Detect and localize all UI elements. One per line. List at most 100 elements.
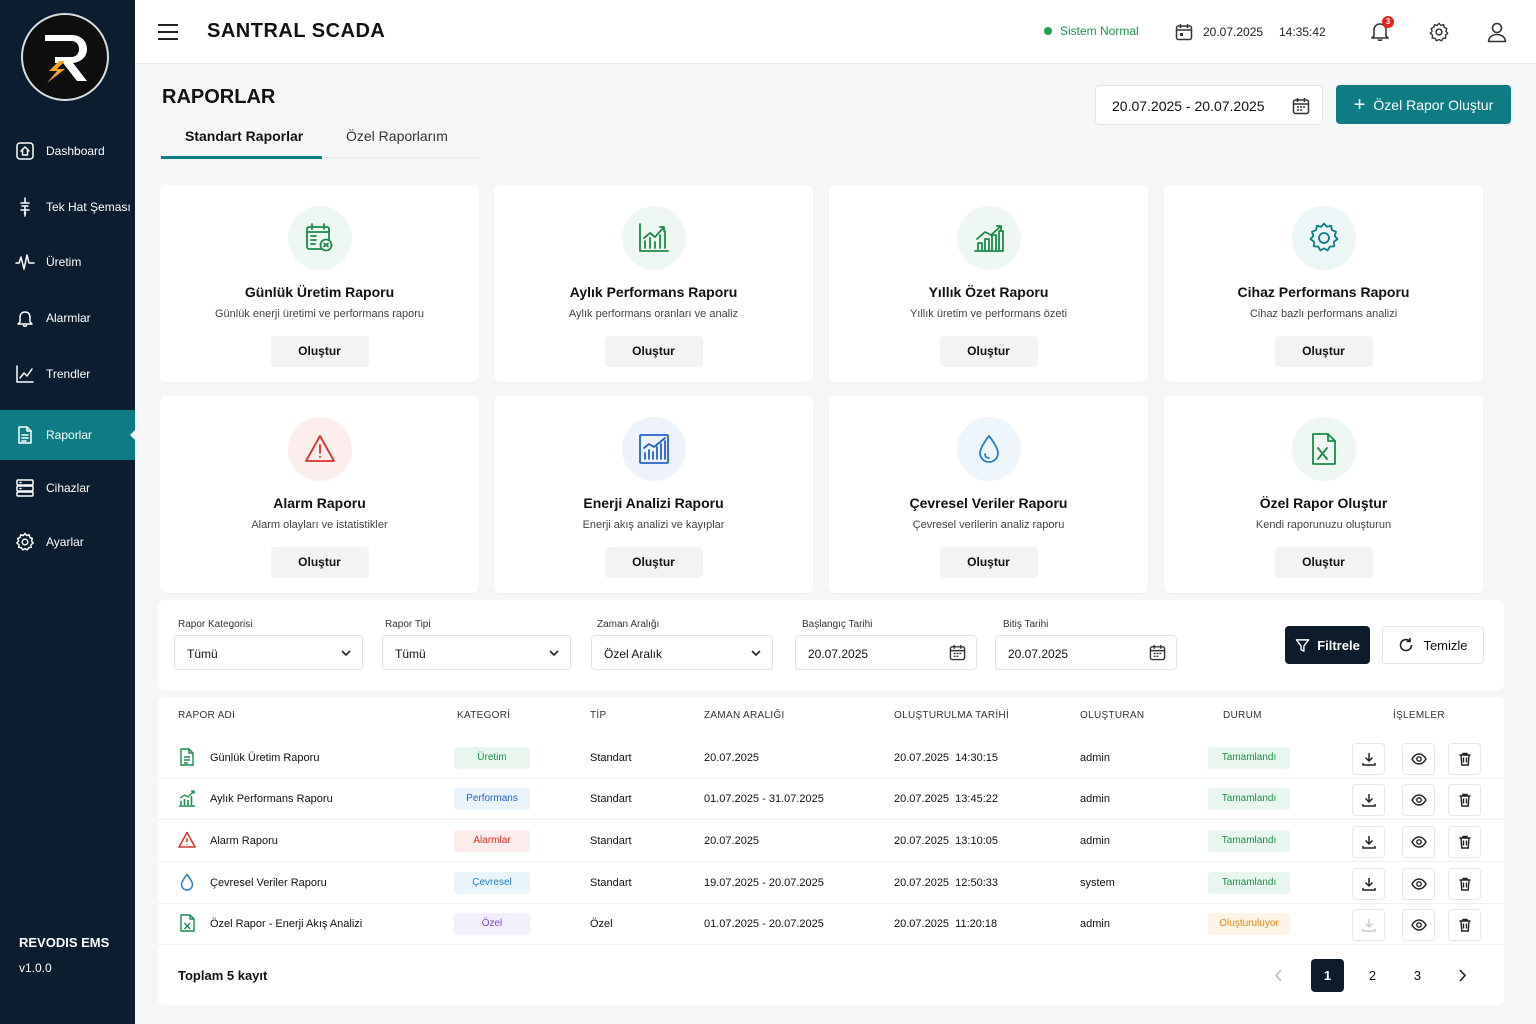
download-button[interactable]: [1352, 826, 1385, 858]
table-row[interactable]: Çevresel Veriler Raporu Çevresel Standar…: [158, 862, 1504, 904]
sidebar: Dashboard Tek Hat Şeması Üretim Alarmlar Tre…: [0, 0, 136, 1024]
sidebar-item-2[interactable]: Üretim: [0, 237, 135, 287]
download-button[interactable]: [1352, 743, 1385, 775]
download-button[interactable]: [1352, 868, 1385, 900]
sidebar-item-1[interactable]: Tek Hat Şeması: [0, 182, 135, 232]
pagination-next[interactable]: [1446, 959, 1479, 992]
report-type: Özel: [590, 918, 613, 930]
eye-icon: [1410, 751, 1427, 767]
report-card-create-button[interactable]: Oluştur: [604, 547, 703, 578]
filter-button[interactable]: Filtrele: [1285, 626, 1370, 664]
delete-button[interactable]: [1448, 909, 1481, 941]
delete-button[interactable]: [1448, 826, 1481, 858]
total-records: Toplam 5 kayıt: [178, 968, 268, 983]
report-card-description: Enerji akış analizi ve kayıplar: [582, 519, 725, 531]
category-select[interactable]: Tümü: [174, 635, 363, 670]
chevron-right-icon: [1459, 969, 1467, 982]
category-badge: Özel: [454, 913, 530, 935]
download-icon: [1361, 917, 1377, 933]
excel-file-icon: [1311, 433, 1336, 465]
report-card-create-button[interactable]: Oluştur: [1274, 547, 1373, 578]
report-card-description: Aylık performans oranları ve analiz: [568, 308, 739, 320]
menu-icon[interactable]: [157, 22, 179, 42]
sidebar-item-3[interactable]: Alarmlar: [0, 293, 135, 343]
sidebar-item-label: Trendler: [46, 367, 91, 381]
clear-button[interactable]: Temizle: [1382, 626, 1484, 664]
report-created: 20.07.2025 12:50:33: [894, 877, 998, 889]
report-card: Yıllık Özet Raporu Yıllık üretim ve perf…: [829, 185, 1148, 382]
pagination-page-3[interactable]: 3: [1413, 968, 1422, 983]
view-button[interactable]: [1402, 868, 1435, 900]
report-card-create-button[interactable]: Oluştur: [270, 336, 369, 367]
report-created: 20.07.2025 14:30:15: [894, 752, 998, 764]
table-row[interactable]: Özel Rapor - Enerji Akış Analizi Özel Öz…: [158, 903, 1504, 945]
sidebar-item-0[interactable]: Dashboard: [0, 126, 135, 176]
type-select[interactable]: Tümü: [382, 635, 571, 670]
revodis-logo[interactable]: [21, 13, 109, 101]
tab-my-custom-reports[interactable]: Özel Raporlarım: [346, 128, 448, 144]
report-name[interactable]: Özel Rapor - Enerji Akış Analizi: [210, 918, 363, 930]
delete-button[interactable]: [1448, 743, 1481, 775]
report-card-create-button[interactable]: Oluştur: [939, 547, 1038, 578]
view-button[interactable]: [1402, 826, 1435, 858]
report-card-icon: [956, 206, 1021, 270]
view-button[interactable]: [1402, 784, 1435, 816]
report-file-icon: [178, 748, 196, 766]
report-name[interactable]: Çevresel Veriler Raporu: [210, 877, 327, 889]
report-type: Standart: [590, 793, 632, 805]
warning-icon: [304, 435, 335, 462]
status-badge: Oluşturuluyor: [1208, 913, 1290, 935]
date-range-picker[interactable]: 20.07.2025 - 20.07.2025: [1095, 85, 1323, 125]
clear-button-label: Temizle: [1423, 637, 1468, 653]
create-custom-report-button[interactable]: + Özel Rapor Oluştur: [1336, 85, 1511, 124]
view-button[interactable]: [1402, 743, 1435, 775]
report-name[interactable]: Günlük Üretim Raporu: [210, 752, 320, 764]
report-name[interactable]: Aylık Performans Raporu: [210, 793, 333, 805]
report-card-create-button[interactable]: Oluştur: [939, 336, 1038, 367]
sidebar-item-label: Ayarlar: [46, 535, 84, 549]
single-line-diagram-icon: [20, 197, 30, 217]
user-profile-icon[interactable]: [1486, 21, 1508, 43]
gear-icon: [16, 532, 34, 551]
category-select-value: Tümü: [187, 647, 218, 661]
settings-gear-icon[interactable]: [1428, 21, 1450, 43]
time-range-select[interactable]: Özel Aralık: [591, 635, 773, 670]
report-name[interactable]: Alarm Raporu: [210, 835, 278, 847]
view-button[interactable]: [1402, 909, 1435, 941]
sidebar-item-4[interactable]: Trendler: [0, 349, 135, 399]
report-card-create-button[interactable]: Oluştur: [270, 547, 369, 578]
delete-button[interactable]: [1448, 784, 1481, 816]
tab-standard-reports[interactable]: Standart Raporlar: [185, 128, 304, 144]
current-time: 14:35:42: [1279, 25, 1326, 39]
report-card-create-button[interactable]: Oluştur: [1274, 336, 1373, 367]
delete-button[interactable]: [1448, 868, 1481, 900]
table-header: DURUM: [1223, 710, 1262, 721]
sidebar-item-7[interactable]: Ayarlar: [0, 517, 135, 567]
calendar-icon: [1292, 98, 1310, 115]
dashboard-icon: [16, 142, 34, 160]
end-date-input[interactable]: 20.07.2025: [995, 635, 1177, 670]
report-card-create-button[interactable]: Oluştur: [604, 336, 703, 367]
sidebar-item-6[interactable]: Cihazlar: [0, 463, 135, 513]
start-date-input[interactable]: 20.07.2025: [795, 635, 977, 670]
create-custom-report-label: Özel Rapor Oluştur: [1373, 96, 1494, 113]
trash-icon: [1457, 917, 1473, 933]
report-card-title: Yıllık Özet Raporu: [928, 284, 1049, 300]
chevron-down-icon: [549, 650, 559, 657]
download-button[interactable]: [1352, 909, 1385, 941]
notification-bell-icon[interactable]: [1369, 20, 1391, 42]
sidebar-item-5[interactable]: Raporlar: [0, 410, 136, 460]
table-header: ZAMAN ARALIĞI: [704, 710, 785, 721]
bar-chart-icon: [973, 225, 1004, 252]
status-dot-icon: [1044, 27, 1052, 35]
pagination-page-2[interactable]: 2: [1368, 968, 1377, 983]
download-button[interactable]: [1352, 784, 1385, 816]
table-row[interactable]: Günlük Üretim Raporu Üretim Standart 20.…: [158, 737, 1504, 779]
report-card-title: Günlük Üretim Raporu: [244, 284, 395, 300]
table-row[interactable]: Alarm Raporu Alarmlar Standart 20.07.202…: [158, 820, 1504, 862]
table-row[interactable]: Aylık Performans Raporu Performans Stand…: [158, 778, 1504, 820]
chevron-left-icon: [1274, 969, 1282, 982]
pagination-page-1[interactable]: 1: [1311, 959, 1344, 992]
pagination-prev[interactable]: [1262, 959, 1295, 992]
report-created-by: admin: [1080, 918, 1110, 930]
